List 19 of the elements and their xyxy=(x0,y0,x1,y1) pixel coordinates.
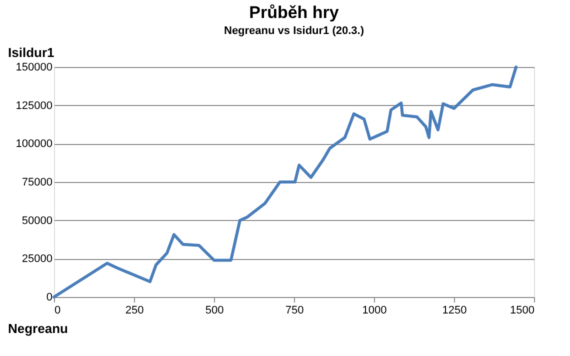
y-axis-title: Isildur1 xyxy=(8,45,54,60)
y-tick-label: 50000 xyxy=(22,214,52,227)
chart-title: Průběh hry xyxy=(249,3,340,22)
y-tick-label: 100000 xyxy=(16,138,52,150)
x-tick-label: 250 xyxy=(125,304,144,316)
x-tick-label: 1500 xyxy=(510,304,534,316)
x-tick-label: 1250 xyxy=(442,304,467,316)
y-tick-label: 75000 xyxy=(22,176,52,188)
x-tick-label: 500 xyxy=(205,304,224,316)
x-tick-label: 750 xyxy=(285,304,304,316)
line-series xyxy=(52,66,518,298)
y-tick-label: 125000 xyxy=(16,100,52,112)
y-tick-label: 0 xyxy=(46,292,52,304)
chart-subtitle: Negreanu vs Isidur1 (20.3.) xyxy=(224,25,364,37)
y-tick-label: 150000 xyxy=(16,62,52,74)
x-axis-title: Negreanu xyxy=(8,321,68,336)
x-tick-label: 0 xyxy=(54,304,61,316)
x-tick-label: 1000 xyxy=(362,304,387,316)
y-tick-label: 25000 xyxy=(22,253,52,266)
